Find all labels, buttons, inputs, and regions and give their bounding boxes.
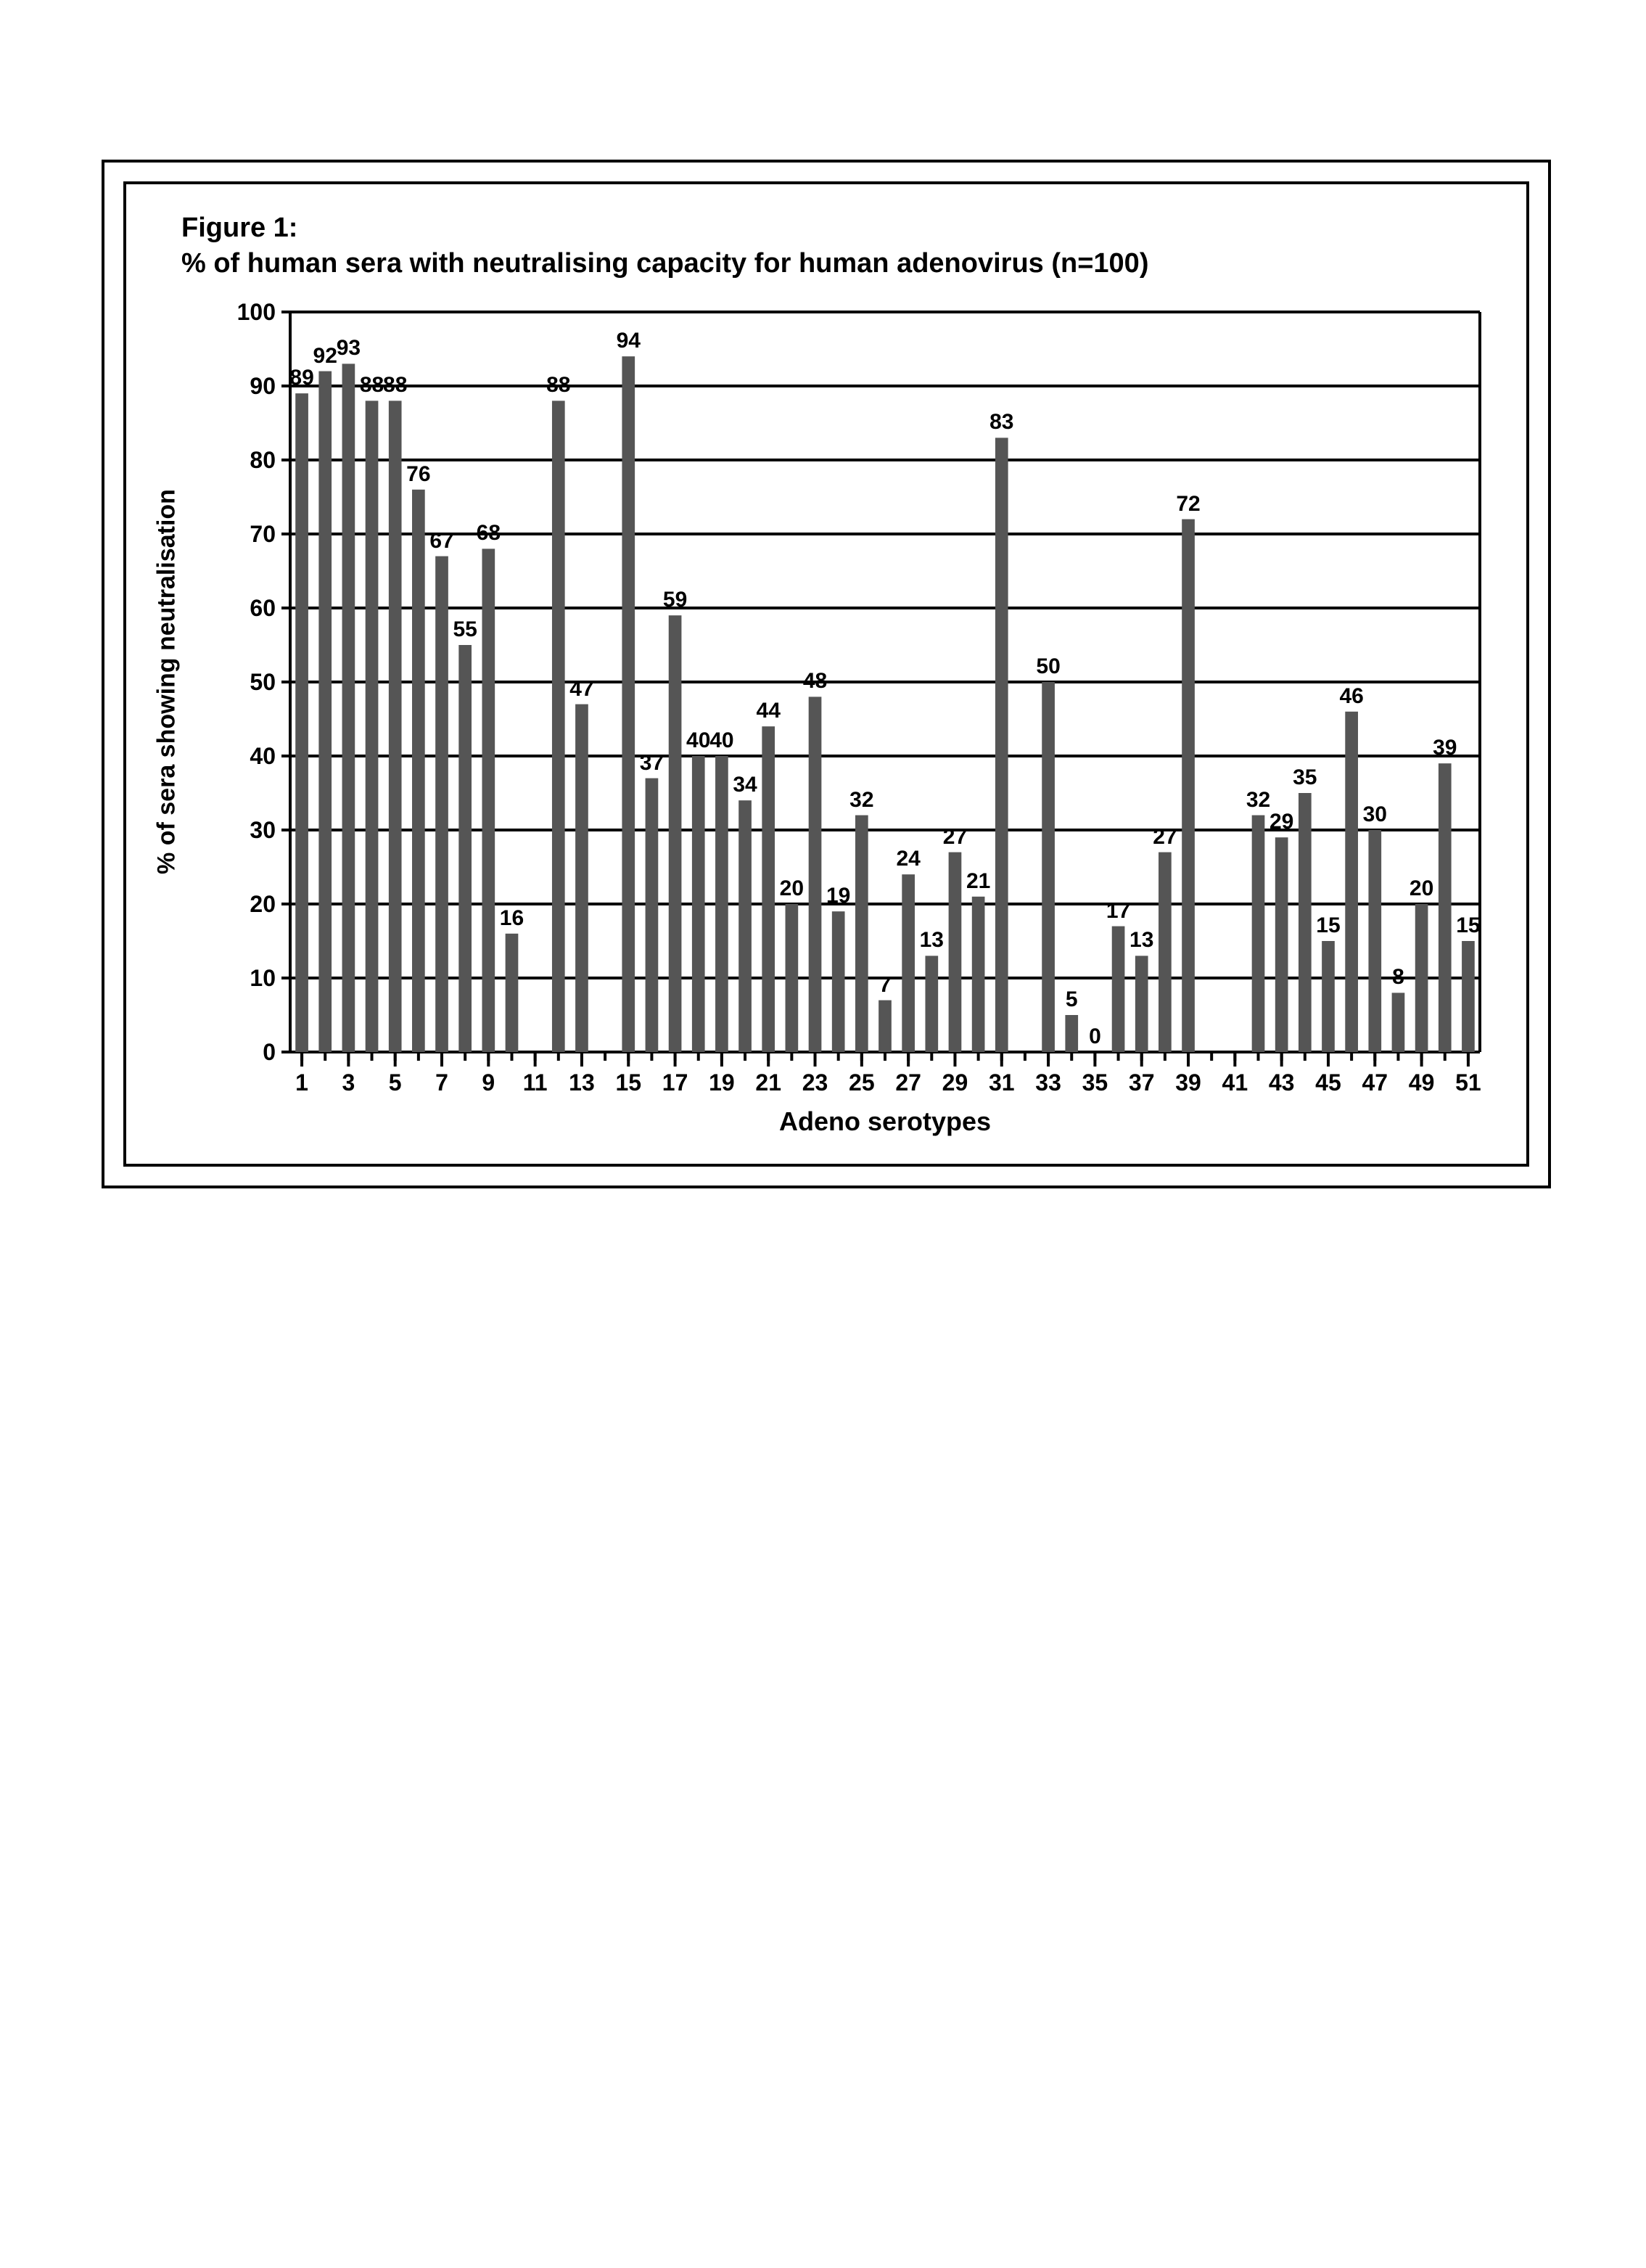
bar-value-label: 44 (746, 699, 790, 723)
bar-value-label: 93 (326, 336, 370, 361)
page: Figure 1: % of human sera with neutralis… (0, 0, 1646, 2268)
y-tick-label: 10 (225, 965, 276, 992)
bar-value-label: 20 (1400, 876, 1444, 901)
x-tick-label: 51 (1447, 1069, 1490, 1096)
x-tick-label: 49 (1400, 1069, 1444, 1096)
bar-value-label: 15 (1447, 913, 1490, 938)
bar-value-label: 29 (1260, 810, 1304, 834)
x-tick-label: 45 (1306, 1069, 1350, 1096)
x-tick-label: 39 (1166, 1069, 1210, 1096)
y-tick-label: 60 (225, 595, 276, 622)
y-tick-label: 40 (225, 743, 276, 770)
x-tick-label: 17 (654, 1069, 697, 1096)
bar-value-label: 46 (1330, 684, 1373, 709)
bar-value-label: 13 (1120, 928, 1164, 953)
bar-value-label: 7 (863, 973, 907, 998)
bar-value-label: 16 (490, 906, 533, 931)
bar-value-label: 67 (420, 529, 464, 554)
x-tick-label: 7 (420, 1069, 464, 1096)
x-tick-label: 5 (374, 1069, 417, 1096)
y-tick-label: 70 (225, 521, 276, 548)
x-tick-label: 37 (1120, 1069, 1164, 1096)
bar-value-label: 27 (1143, 825, 1187, 850)
x-tick-label: 27 (886, 1069, 930, 1096)
bar-value-label: 5 (1050, 987, 1093, 1012)
bar-value-label: 15 (1306, 913, 1350, 938)
bar-value-label: 94 (606, 329, 650, 353)
x-tick-label: 11 (514, 1069, 557, 1096)
y-tick-label: 80 (225, 447, 276, 474)
bar-value-label: 76 (397, 462, 440, 487)
x-tick-label: 43 (1260, 1069, 1304, 1096)
x-tick-label: 1 (280, 1069, 324, 1096)
bar-value-label: 88 (374, 373, 417, 398)
bar-value-label: 37 (630, 751, 673, 776)
x-tick-label: 33 (1026, 1069, 1070, 1096)
bar-value-label: 13 (910, 928, 953, 953)
bar-value-label: 35 (1283, 765, 1327, 790)
bar-value-label: 30 (1353, 802, 1396, 827)
x-tick-label: 23 (794, 1069, 837, 1096)
bar-value-label: 72 (1166, 492, 1210, 517)
y-tick-label: 20 (225, 891, 276, 918)
bar-value-label: 39 (1423, 736, 1467, 760)
y-tick-label: 30 (225, 817, 276, 844)
x-tick-label: 3 (326, 1069, 370, 1096)
bar-value-label: 50 (1026, 654, 1070, 679)
bar-value-label: 34 (723, 773, 767, 797)
x-tick-label: 13 (560, 1069, 604, 1096)
x-tick-label: 31 (980, 1069, 1024, 1096)
y-tick-label: 100 (225, 299, 276, 326)
bar-value-label: 8 (1376, 965, 1420, 990)
bar-value-label: 20 (770, 876, 813, 901)
bar-value-label: 19 (817, 884, 860, 908)
bar-value-label: 47 (560, 677, 604, 702)
y-tick-label: 50 (225, 669, 276, 696)
bar-value-label: 32 (1237, 788, 1280, 813)
y-tick-label: 90 (225, 373, 276, 400)
bar-value-label: 59 (654, 588, 697, 612)
bar-value-label: 48 (794, 669, 837, 694)
bar-value-label: 24 (886, 847, 930, 871)
x-tick-label: 47 (1353, 1069, 1396, 1096)
bar-value-label: 17 (1097, 899, 1140, 924)
x-tick-label: 15 (606, 1069, 650, 1096)
x-tick-label: 9 (466, 1069, 510, 1096)
bar-value-label: 0 (1073, 1024, 1116, 1049)
x-tick-label: 21 (746, 1069, 790, 1096)
bar-value-label: 32 (840, 788, 884, 813)
bar-value-label: 27 (933, 825, 976, 850)
x-tick-label: 19 (700, 1069, 744, 1096)
bar-value-label: 21 (957, 869, 1000, 894)
bar-value-label: 40 (700, 728, 744, 753)
x-tick-label: 25 (840, 1069, 884, 1096)
bar-value-label: 68 (466, 521, 510, 546)
y-tick-label: 0 (225, 1039, 276, 1066)
x-tick-label: 41 (1213, 1069, 1256, 1096)
bar-value-label: 89 (280, 366, 324, 390)
bar-value-label: 88 (537, 373, 580, 398)
bar-value-label: 83 (980, 410, 1024, 435)
x-tick-label: 35 (1073, 1069, 1116, 1096)
x-tick-label: 29 (933, 1069, 976, 1096)
bar-value-label: 55 (443, 617, 487, 642)
bar-chart (0, 0, 1646, 2268)
